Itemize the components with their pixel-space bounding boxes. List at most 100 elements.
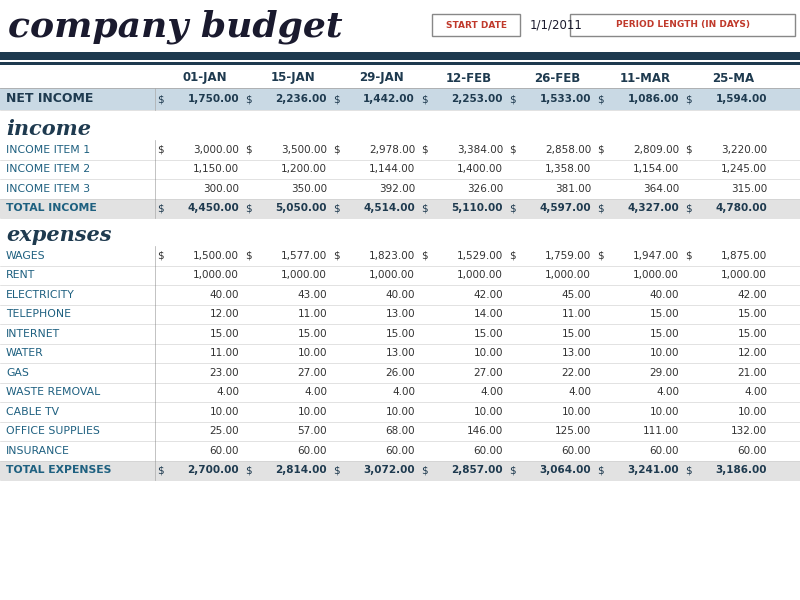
Text: 11.00: 11.00 [298,309,327,319]
Text: 21.00: 21.00 [738,368,767,378]
Text: 1,086.00: 1,086.00 [627,94,679,104]
Text: 3,000.00: 3,000.00 [193,145,239,155]
Text: 27.00: 27.00 [474,368,503,378]
Text: $: $ [685,94,692,104]
Bar [0,383,800,402]
Text: $: $ [685,251,692,261]
Text: 60.00: 60.00 [298,446,327,456]
Text: 1,500.00: 1,500.00 [193,251,239,261]
Text: 364.00: 364.00 [642,184,679,194]
Text: 42.00: 42.00 [738,290,767,300]
Text: 15-JAN: 15-JAN [270,71,315,85]
Text: 4.00: 4.00 [744,387,767,397]
Text: $: $ [421,145,428,155]
Text: $: $ [245,465,252,475]
Text: 15.00: 15.00 [650,309,679,319]
Text: 68.00: 68.00 [386,426,415,436]
Text: 4,780.00: 4,780.00 [715,203,767,213]
Text: 4.00: 4.00 [568,387,591,397]
Text: 1,750.00: 1,750.00 [187,94,239,104]
Text: 22.00: 22.00 [562,368,591,378]
Text: 40.00: 40.00 [386,290,415,300]
Text: PERIOD LENGTH (IN DAYS): PERIOD LENGTH (IN DAYS) [615,20,750,29]
Text: $: $ [421,203,428,213]
Text: $: $ [597,251,604,261]
Text: 26-FEB: 26-FEB [534,71,580,85]
Text: 15.00: 15.00 [738,329,767,339]
Text: TOTAL EXPENSES: TOTAL EXPENSES [6,465,111,475]
Bar [0,160,800,179]
Text: 1,245.00: 1,245.00 [721,164,767,174]
Text: $: $ [509,203,516,213]
Text: 3,241.00: 3,241.00 [627,465,679,475]
Text: 15.00: 15.00 [210,329,239,339]
Text: 4.00: 4.00 [304,387,327,397]
Text: 1,529.00: 1,529.00 [457,251,503,261]
Text: 27.00: 27.00 [298,368,327,378]
Bar [0,199,800,218]
Text: $: $ [421,251,428,261]
Text: 1,150.00: 1,150.00 [193,164,239,174]
Bar [0,324,800,343]
Text: RENT: RENT [6,270,35,280]
Text: 42.00: 42.00 [474,290,503,300]
Text: 12-FEB: 12-FEB [446,71,492,85]
Text: 315.00: 315.00 [730,184,767,194]
Text: 10.00: 10.00 [210,407,239,417]
Text: 15.00: 15.00 [474,329,503,339]
Text: $: $ [333,465,340,475]
Text: 29.00: 29.00 [650,368,679,378]
Text: 2,809.00: 2,809.00 [633,145,679,155]
Text: 1,144.00: 1,144.00 [369,164,415,174]
Bar [0,179,800,199]
Text: 2,700.00: 2,700.00 [187,465,239,475]
Bar [0,421,800,441]
Text: 4.00: 4.00 [656,387,679,397]
Text: $: $ [421,94,428,104]
Text: 60.00: 60.00 [386,446,415,456]
Text: WAGES: WAGES [6,251,46,261]
Text: $: $ [333,145,340,155]
Text: $: $ [245,251,252,261]
Text: 2,814.00: 2,814.00 [275,465,327,475]
Text: $: $ [333,251,340,261]
Text: 350.00: 350.00 [291,184,327,194]
Text: 5,050.00: 5,050.00 [275,203,327,213]
Text: 1,759.00: 1,759.00 [545,251,591,261]
Text: $: $ [333,203,340,213]
Text: CABLE TV: CABLE TV [6,407,59,417]
Text: 25-MA: 25-MA [712,71,754,85]
Text: $: $ [597,94,604,104]
Text: 3,500.00: 3,500.00 [281,145,327,155]
Text: 15.00: 15.00 [738,309,767,319]
Text: 3,186.00: 3,186.00 [715,465,767,475]
Bar [0,246,800,265]
Text: $: $ [509,94,516,104]
Text: 14.00: 14.00 [474,309,503,319]
Text: 1,875.00: 1,875.00 [721,251,767,261]
Bar [0,52,800,60]
Text: 300.00: 300.00 [203,184,239,194]
Text: $: $ [157,465,164,475]
Text: 40.00: 40.00 [650,290,679,300]
Text: 1,947.00: 1,947.00 [633,251,679,261]
Bar [0,118,800,140]
Text: 1,000.00: 1,000.00 [193,270,239,280]
Text: 3,072.00: 3,072.00 [363,465,415,475]
Text: 13.00: 13.00 [562,348,591,358]
Bar [0,218,800,224]
Bar [0,363,800,383]
Text: income: income [6,119,91,139]
Text: 60.00: 60.00 [738,446,767,456]
Text: 12.00: 12.00 [210,309,239,319]
Text: 1,533.00: 1,533.00 [539,94,591,104]
Text: 60.00: 60.00 [474,446,503,456]
Bar [0,461,800,480]
Text: $: $ [157,203,164,213]
Text: INCOME ITEM 3: INCOME ITEM 3 [6,184,90,194]
Bar [432,14,520,36]
Text: 10.00: 10.00 [474,348,503,358]
Text: $: $ [509,251,516,261]
Text: 4,514.00: 4,514.00 [363,203,415,213]
Bar [570,14,795,36]
